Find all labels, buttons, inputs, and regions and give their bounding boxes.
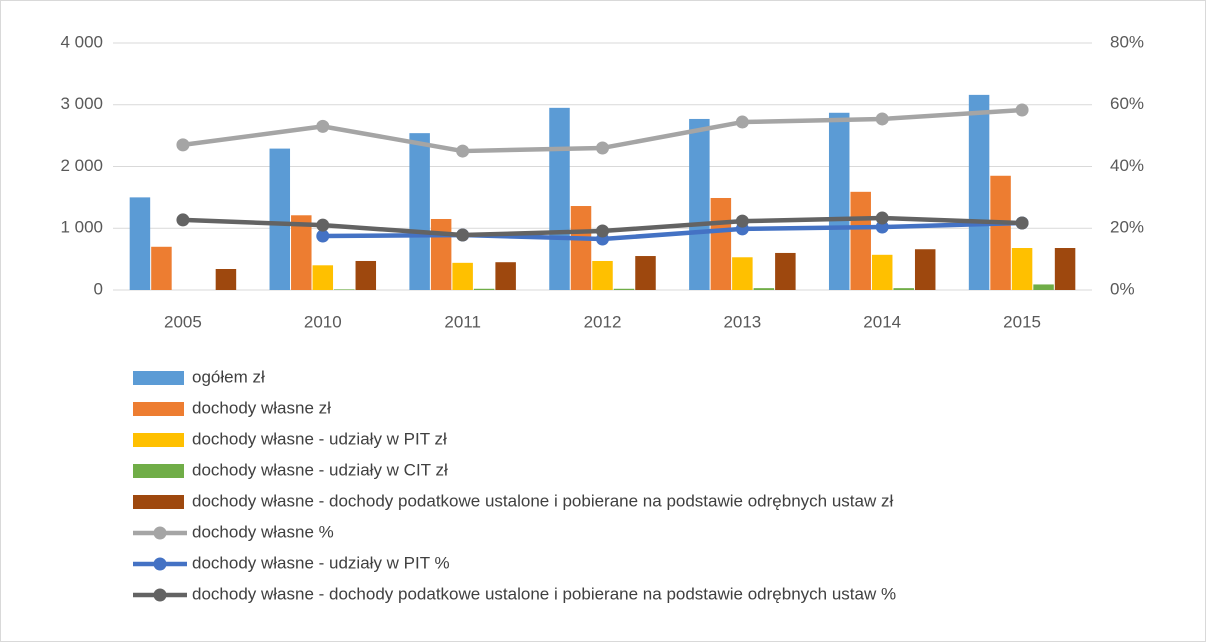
y-tick-label: 3 000 [60,94,103,113]
y-tick-label: 1 000 [60,218,103,237]
bar [850,191,871,290]
legend-swatch [133,433,184,447]
legend-label: dochody własne zł [192,398,331,417]
legend-label: dochody własne - udziały w PIT zł [192,429,447,448]
bar [968,94,990,291]
line-marker [456,228,470,242]
line-marker [456,144,470,158]
line-marker [176,213,190,227]
line-marker [735,214,749,228]
bar [215,269,237,290]
y2-tick-label: 60% [1110,94,1144,113]
line-marker [316,119,330,133]
bar [732,257,753,290]
bar [129,197,151,290]
bar [452,262,473,290]
y-tick-label: 4 000 [60,32,103,51]
bar [312,265,334,290]
legend-label: dochody własne - dochody podatkowe ustal… [192,584,896,603]
legend-label: dochody własne - dochody podatkowe ustal… [192,491,893,510]
legend-swatch [133,464,184,478]
bar [592,260,613,290]
x-tick-label: 2013 [723,312,761,331]
bar [430,218,452,290]
line-marker [875,220,889,234]
x-tick-label: 2014 [863,312,901,331]
legend-marker [153,588,167,602]
bar [753,288,775,290]
y2-tick-label: 0% [1110,279,1135,298]
legend-label: dochody własne - udziały w CIT zł [192,460,448,479]
bar [914,249,936,290]
line-marker [875,211,889,225]
line-marker [1015,103,1029,117]
line-marker [596,224,609,238]
line-marker [875,112,889,126]
x-tick-label: 2010 [304,312,342,331]
bar [775,252,796,290]
legend-label: dochody własne - udziały w PIT % [192,553,450,572]
bar [334,289,355,290]
y-tick-label: 2 000 [60,156,103,175]
bar [635,256,656,290]
line-marker [596,141,609,155]
bar [495,262,516,290]
y2-tick-label: 80% [1110,32,1144,51]
bar [151,246,172,290]
bar [1011,248,1033,290]
bar [355,260,377,290]
bar [549,107,570,291]
bar [269,148,291,290]
bar [613,288,635,290]
bar [473,288,495,290]
x-tick-label: 2012 [584,312,622,331]
legend-marker [153,557,167,571]
bar [409,133,430,290]
y-tick-label: 0 [94,279,103,298]
bar [990,175,1011,290]
legend-marker [153,526,167,540]
x-tick-label: 2015 [1003,312,1041,331]
bar [710,197,732,290]
line-marker [1015,216,1029,230]
bar [689,118,710,290]
bar [871,254,893,290]
line-marker [316,229,330,243]
legend-label: dochody własne % [192,522,334,541]
bar [1054,248,1076,290]
x-tick-label: 2011 [444,312,481,331]
x-tick-label: 2005 [164,312,202,331]
bar [893,288,914,290]
legend-swatch [133,402,184,416]
y2-tick-label: 20% [1110,218,1144,237]
bar [1033,284,1054,290]
legend-swatch [133,371,184,385]
legend-label: ogółem zł [192,367,265,386]
y2-tick-label: 40% [1110,156,1144,175]
bar [291,215,312,290]
line-marker [316,218,330,232]
legend-swatch [133,495,184,509]
line-marker [176,138,190,152]
bar [570,206,592,290]
bar [828,112,850,290]
line-marker [735,115,749,129]
